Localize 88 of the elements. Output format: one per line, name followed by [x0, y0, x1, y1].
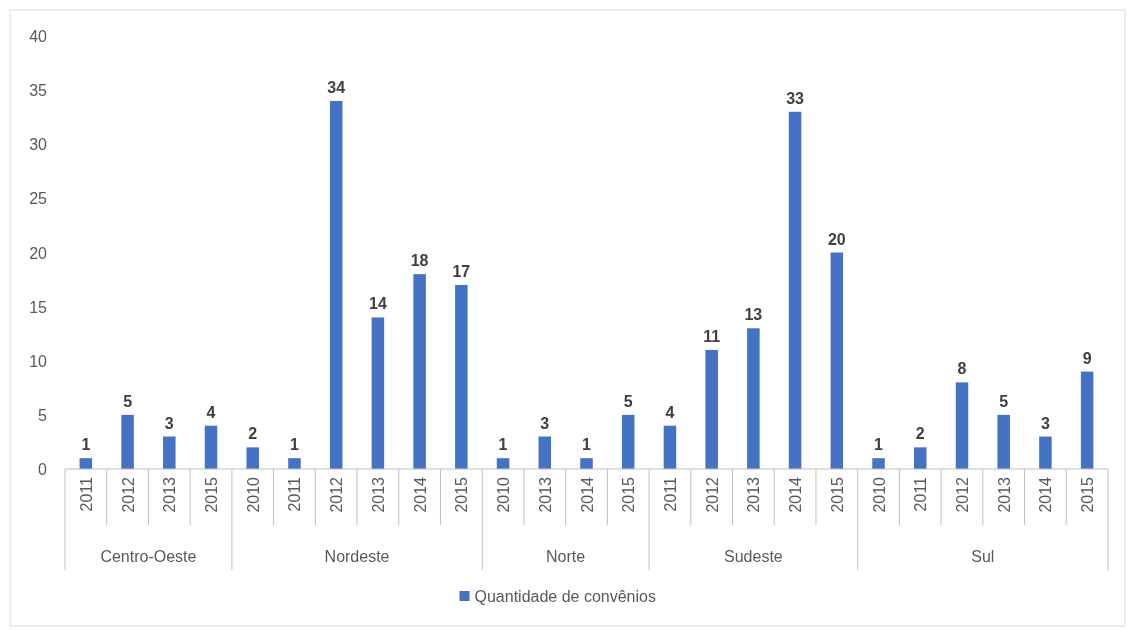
- data-label: 1: [290, 436, 300, 454]
- y-tick-label: 0: [38, 461, 48, 478]
- data-label: 4: [206, 403, 216, 421]
- x-tick-label: 2012: [328, 476, 346, 513]
- data-label: 8: [957, 360, 967, 378]
- text: Sul: [971, 548, 995, 565]
- x-tick-label: 2014: [787, 476, 805, 513]
- data-label: 14: [369, 295, 387, 313]
- x-tick-label: 2015: [620, 476, 638, 513]
- bar: [288, 458, 301, 469]
- x-tick-label: 2015: [828, 476, 846, 513]
- y-tick-label: 20: [29, 244, 48, 262]
- data-label: 17: [452, 262, 471, 280]
- y-tick-label: 30: [29, 136, 48, 154]
- text: Centro-Oeste: [100, 548, 197, 565]
- data-label: 5: [123, 392, 133, 410]
- x-tick-label: 2014: [578, 476, 596, 513]
- data-label: 34: [327, 78, 346, 96]
- bar: [788, 111, 802, 469]
- bar: [580, 458, 593, 469]
- bar: [747, 328, 760, 469]
- bar: [872, 458, 885, 469]
- x-tick-label: 2013: [745, 476, 763, 513]
- bar: [246, 447, 259, 469]
- x-tick-label: 2015: [203, 476, 221, 513]
- bar: [621, 414, 635, 469]
- x-tick-label: 2013: [369, 476, 387, 513]
- x-tick-label: 2015: [1079, 476, 1097, 513]
- data-label: 11: [703, 327, 721, 345]
- x-tick-label: 2013: [995, 476, 1013, 513]
- bar: [1080, 371, 1094, 469]
- y-tick-label: 5: [38, 406, 48, 424]
- bar: [955, 382, 969, 469]
- y-tick-label: 15: [29, 298, 48, 316]
- x-tick-label: 2013: [536, 476, 554, 513]
- y-tick-label: 35: [29, 82, 48, 100]
- bar: [204, 425, 218, 469]
- legend-label: Quantidade de convênios: [474, 588, 656, 605]
- x-tick-label: 2010: [495, 476, 513, 513]
- x-tick-label: 2013: [161, 476, 179, 513]
- data-label: 13: [744, 306, 763, 324]
- bar: [121, 414, 134, 469]
- x-tick-label: 2011: [661, 476, 679, 512]
- data-label: 3: [164, 414, 174, 432]
- bar: [163, 436, 176, 469]
- x-tick-label: 2014: [1037, 476, 1055, 513]
- data-label: 3: [1040, 414, 1050, 432]
- bar: [914, 447, 927, 469]
- data-label: 5: [623, 392, 633, 410]
- x-tick-label: 2012: [953, 476, 971, 513]
- data-label: 33: [786, 89, 805, 107]
- data-label: 20: [827, 230, 846, 248]
- bar: [371, 317, 385, 469]
- bar: [997, 414, 1010, 469]
- x-tick-label: 2011: [77, 476, 95, 512]
- data-label: 2: [915, 425, 925, 443]
- y-tick-label: 25: [29, 190, 48, 208]
- data-label: 1: [81, 436, 91, 454]
- y-tick-label: 10: [29, 352, 48, 370]
- data-label: 1: [874, 436, 884, 454]
- text: Nordeste: [324, 548, 390, 565]
- bar: [830, 252, 844, 469]
- y-tick-label: 40: [29, 28, 48, 45]
- bar: [663, 425, 677, 469]
- x-tick-label: 2010: [870, 476, 888, 513]
- data-label: 9: [1082, 349, 1092, 367]
- x-tick-label: 2010: [244, 476, 262, 513]
- data-label: 2: [248, 425, 258, 443]
- x-tick-label: 2015: [453, 476, 471, 513]
- data-label: 1: [582, 436, 592, 454]
- bar: [538, 436, 552, 469]
- data-label: 1: [498, 436, 508, 454]
- bar: [413, 274, 426, 469]
- x-tick-label: 2011: [286, 476, 304, 512]
- bar: [1039, 436, 1052, 469]
- data-label: 3: [540, 414, 550, 432]
- x-tick-label: 2014: [411, 476, 429, 513]
- bar: [329, 100, 343, 469]
- x-tick-label: 2012: [703, 476, 721, 513]
- data-label: 4: [665, 403, 675, 421]
- x-tick-label: 2012: [119, 476, 137, 513]
- text: Sudeste: [724, 548, 783, 565]
- bar: [705, 349, 718, 469]
- x-tick-label: 2011: [912, 476, 930, 512]
- data-label: 5: [999, 392, 1009, 410]
- text: Norte: [546, 548, 586, 565]
- data-label: 18: [410, 252, 429, 270]
- bar: [455, 284, 468, 469]
